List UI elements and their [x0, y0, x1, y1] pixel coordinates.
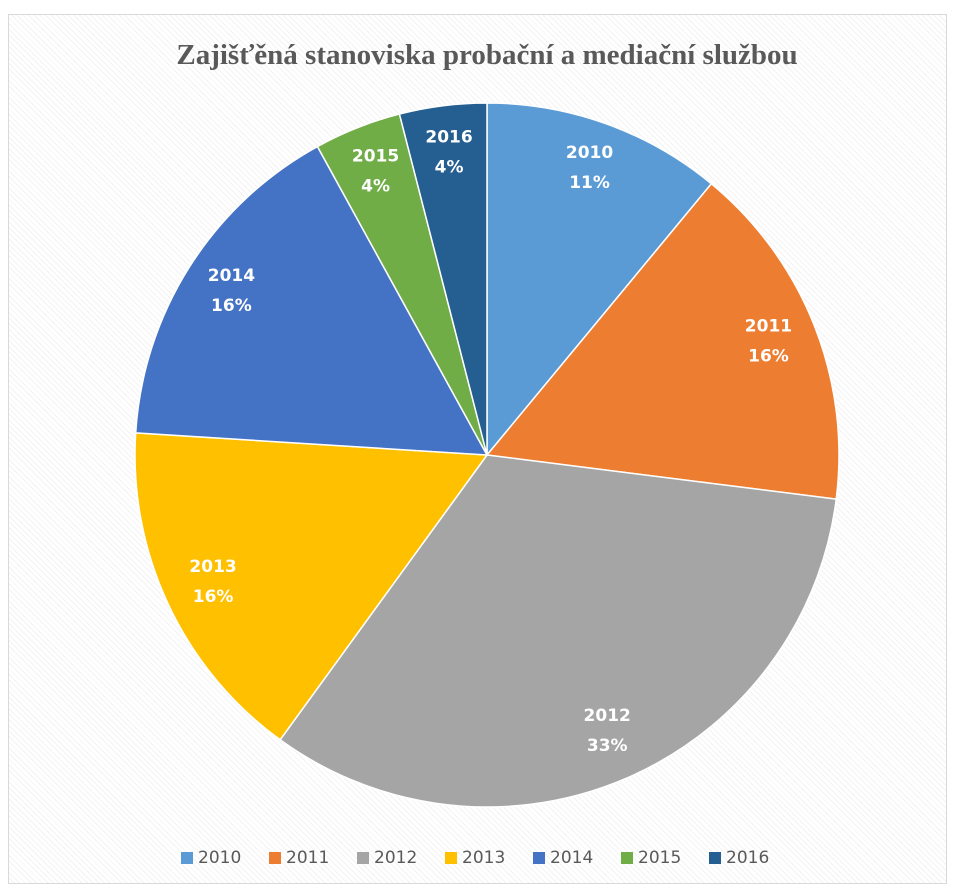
pie-slice	[134, 145, 489, 456]
slice-category-label: 2012	[584, 706, 631, 726]
slice-value-label: 4%	[435, 158, 464, 178]
slice-category-label: 2014	[208, 266, 255, 286]
slice-value-label: 16%	[748, 347, 789, 367]
pie-slice	[398, 102, 488, 456]
chart-title: Zajišťěná stanoviska probační a mediační…	[176, 39, 797, 71]
legend-label: 2014	[550, 848, 593, 868]
legend-label: 2015	[638, 848, 681, 868]
legend-label: 2012	[374, 848, 417, 868]
slice-category-label: 2013	[189, 557, 236, 577]
legend-swatch	[357, 852, 369, 864]
slice-category-label: 2010	[566, 143, 613, 163]
legend-label: 2016	[726, 848, 769, 868]
slice-category-label: 2015	[352, 147, 399, 167]
legend-swatch	[269, 852, 281, 864]
slice-value-label: 16%	[211, 296, 252, 316]
pie-slice	[279, 454, 838, 808]
slice-value-label: 11%	[569, 173, 610, 193]
legend-swatch	[621, 852, 633, 864]
pie-slice	[486, 102, 713, 458]
pie-slice	[485, 182, 840, 500]
legend-label: 2013	[462, 848, 505, 868]
legend-swatch	[445, 852, 457, 864]
slice-category-label: 2016	[425, 128, 472, 148]
slice-category-label: 2011	[745, 317, 792, 337]
legend-swatch	[181, 852, 193, 864]
legend-swatch	[709, 852, 721, 864]
legend-swatch	[533, 852, 545, 864]
slice-value-label: 33%	[587, 736, 628, 756]
slice-value-label: 4%	[361, 177, 390, 197]
slice-value-label: 16%	[193, 587, 234, 607]
legend-label: 2010	[198, 848, 241, 868]
legend-label: 2011	[286, 848, 329, 868]
pie-slice	[134, 432, 489, 741]
